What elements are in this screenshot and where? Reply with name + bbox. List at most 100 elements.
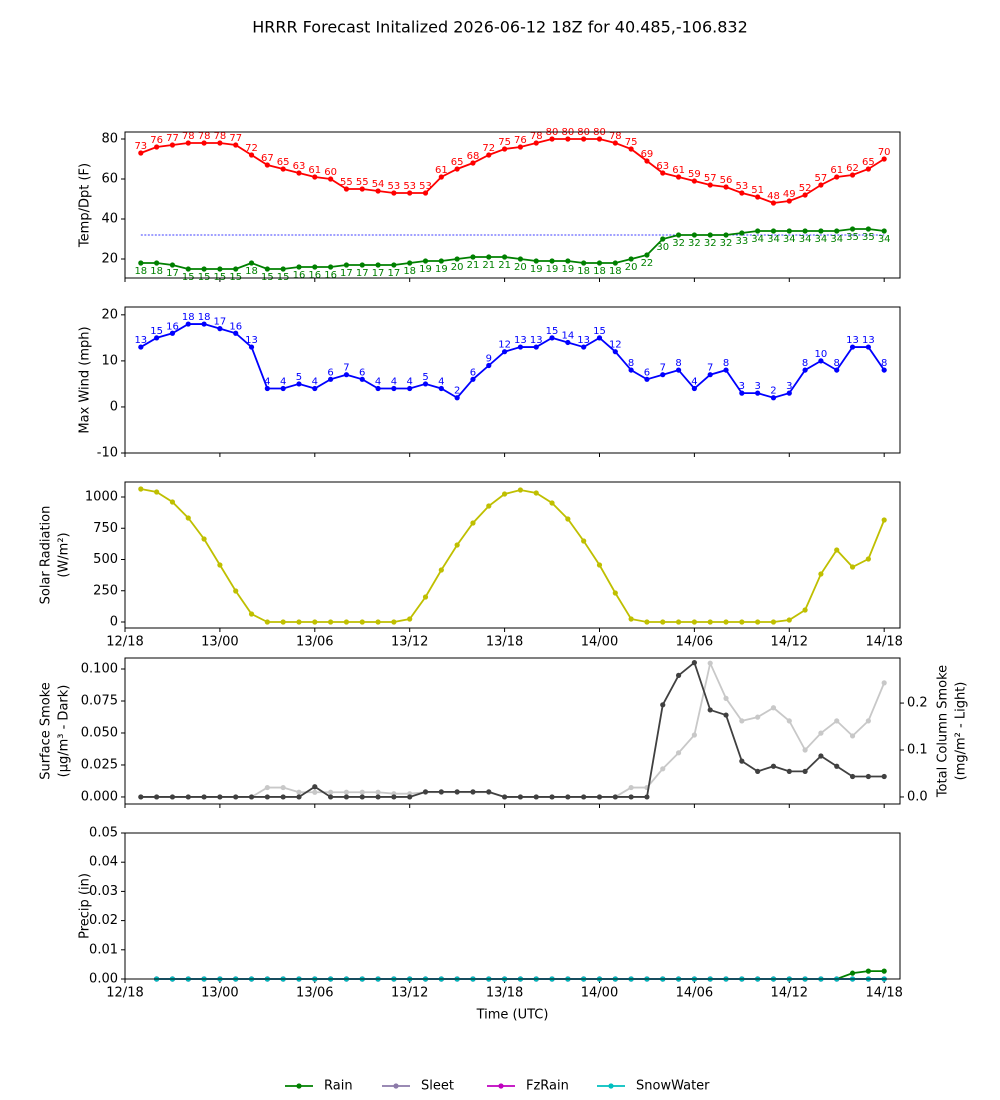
- data-point: [501, 491, 508, 497]
- data-point: [644, 252, 650, 258]
- x-tick-label: 14/18: [865, 635, 902, 650]
- x-tick-label: 13/00: [201, 635, 238, 650]
- data-point: [264, 794, 270, 800]
- data-label: 34: [767, 234, 780, 245]
- y2-label: (mg/m² - Light): [954, 682, 969, 781]
- y-tick-label: 0.00: [89, 972, 118, 987]
- data-point: [138, 794, 144, 800]
- plot-frame: [124, 306, 901, 454]
- data-point: [770, 619, 777, 625]
- data-point: [675, 232, 682, 238]
- data-label: 75: [498, 137, 511, 148]
- data-point: [707, 232, 713, 238]
- data-point: [296, 789, 302, 795]
- y-label: Surface Smoke: [39, 682, 54, 780]
- data-point: [375, 619, 381, 625]
- data-point: [280, 619, 286, 625]
- data-point: [818, 358, 824, 364]
- data-point: [375, 262, 381, 268]
- series-line: [140, 660, 886, 798]
- y2-tick-label: 0.2: [907, 696, 928, 711]
- data-label: 67: [261, 153, 274, 164]
- data-point: [169, 142, 176, 148]
- data-point: [802, 607, 808, 613]
- data-point: [486, 152, 492, 158]
- data-point: [549, 136, 555, 142]
- data-label: 70: [878, 147, 891, 158]
- x-tick-label: 12/18: [106, 635, 143, 650]
- data-label: 61: [830, 165, 843, 176]
- data-label: 34: [830, 234, 843, 245]
- data-point: [565, 794, 571, 800]
- x-axis-label: Time (UTC): [476, 1008, 549, 1023]
- data-point: [264, 619, 270, 625]
- data-point: [422, 594, 429, 600]
- data-label: 34: [783, 234, 796, 245]
- data-point: [217, 266, 223, 272]
- data-point: [375, 789, 381, 795]
- data-point: [739, 758, 745, 764]
- data-label: 19: [419, 264, 432, 275]
- y-label: Temp/Dpt (F): [78, 163, 93, 248]
- data-point: [723, 367, 729, 373]
- data-label: 8: [628, 358, 634, 369]
- data-point: [707, 619, 713, 625]
- data-point: [264, 162, 270, 168]
- data-label: 33: [735, 236, 748, 247]
- data-label: 5: [422, 372, 428, 383]
- data-point: [723, 184, 729, 190]
- data-label: 18: [609, 266, 622, 277]
- data-point: [359, 376, 365, 382]
- data-point: [343, 372, 350, 378]
- data-point: [849, 773, 856, 780]
- data-point: [391, 619, 397, 625]
- data-label: 53: [388, 181, 401, 192]
- y-tick-label: 10: [101, 353, 118, 368]
- data-point: [565, 258, 571, 264]
- y-tick-label: 0.050: [81, 725, 118, 740]
- data-label: 32: [704, 238, 717, 249]
- data-point: [770, 228, 777, 234]
- data-label: 34: [878, 234, 891, 245]
- data-label: 57: [815, 173, 828, 184]
- data-point: [343, 789, 350, 795]
- plot-frame: [124, 832, 901, 980]
- data-point: [881, 156, 887, 162]
- data-label: 9: [486, 353, 492, 364]
- data-point: [359, 794, 365, 800]
- data-label: 65: [451, 157, 464, 168]
- data-point: [691, 619, 697, 625]
- data-point: [391, 262, 397, 268]
- data-point: [359, 789, 365, 795]
- y2-label: Total Column Smoke: [936, 665, 951, 798]
- data-point: [280, 385, 286, 392]
- x-tick-label: 13/06: [296, 986, 333, 1001]
- data-point: [755, 768, 761, 774]
- data-label: 3: [754, 381, 760, 392]
- data-point: [233, 588, 239, 594]
- x-tick-label: 14/18: [865, 986, 902, 1001]
- data-point: [407, 385, 413, 392]
- data-point: [549, 258, 555, 264]
- legend-label: Sleet: [421, 1079, 454, 1094]
- y-tick-label: 0.05: [89, 826, 118, 841]
- data-point: [280, 784, 286, 791]
- data-point: [723, 695, 729, 701]
- data-point: [691, 732, 697, 738]
- data-point: [628, 256, 634, 262]
- y-tick-label: 0: [110, 399, 118, 414]
- data-point: [217, 794, 223, 800]
- data-point: [328, 264, 334, 270]
- data-point: [201, 140, 207, 146]
- data-point: [312, 789, 318, 795]
- data-label: 34: [799, 234, 812, 245]
- data-label: 10: [815, 349, 828, 360]
- data-label: 3: [786, 381, 792, 392]
- data-point: [849, 970, 856, 976]
- data-point: [470, 789, 476, 795]
- data-label: 55: [356, 177, 369, 188]
- data-label: 30: [656, 242, 669, 253]
- data-label: 32: [672, 238, 685, 249]
- data-label: 13: [846, 335, 859, 346]
- series-line: [140, 138, 885, 204]
